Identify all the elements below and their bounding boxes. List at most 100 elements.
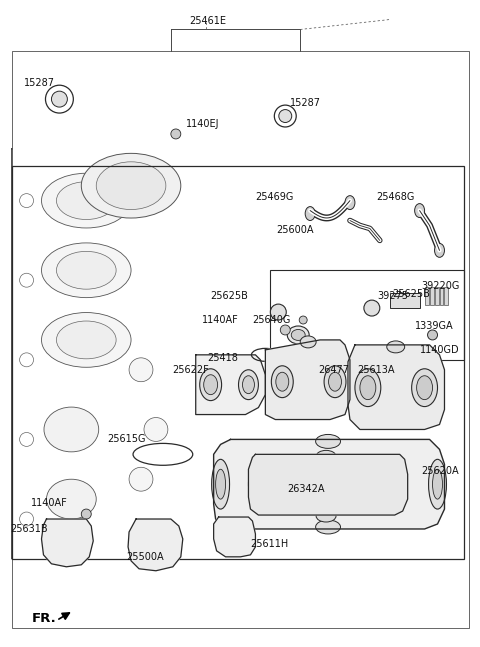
Ellipse shape xyxy=(81,153,181,218)
Ellipse shape xyxy=(44,407,99,452)
Circle shape xyxy=(270,304,286,320)
Ellipse shape xyxy=(434,243,444,258)
Text: 1140AF: 1140AF xyxy=(202,315,239,325)
Text: 25469G: 25469G xyxy=(255,192,293,202)
Circle shape xyxy=(275,105,296,127)
Ellipse shape xyxy=(200,369,222,400)
Ellipse shape xyxy=(143,530,165,558)
Circle shape xyxy=(20,432,34,446)
Text: 25620A: 25620A xyxy=(421,466,459,476)
Ellipse shape xyxy=(345,195,355,210)
Ellipse shape xyxy=(57,182,116,219)
Ellipse shape xyxy=(291,329,305,340)
Ellipse shape xyxy=(415,204,425,217)
Circle shape xyxy=(51,91,67,107)
Ellipse shape xyxy=(355,369,381,406)
Ellipse shape xyxy=(242,376,254,393)
Circle shape xyxy=(299,316,307,324)
Ellipse shape xyxy=(385,465,405,503)
Polygon shape xyxy=(41,519,93,567)
Text: 39220G: 39220G xyxy=(421,281,460,291)
Ellipse shape xyxy=(389,473,401,495)
Bar xyxy=(430,287,433,305)
Circle shape xyxy=(20,512,34,526)
Text: 39275: 39275 xyxy=(377,291,408,301)
Circle shape xyxy=(171,129,181,139)
Bar xyxy=(12,51,469,628)
Text: 25613A: 25613A xyxy=(357,365,395,375)
Ellipse shape xyxy=(324,366,346,398)
Ellipse shape xyxy=(329,372,341,391)
Text: FR.: FR. xyxy=(32,612,56,625)
Text: 1140GD: 1140GD xyxy=(420,345,459,355)
Ellipse shape xyxy=(412,369,437,406)
Bar xyxy=(270,270,464,360)
Circle shape xyxy=(280,325,290,335)
Text: 25625B: 25625B xyxy=(211,291,249,301)
Text: 25615G: 25615G xyxy=(108,434,146,444)
Circle shape xyxy=(428,330,437,340)
Polygon shape xyxy=(128,519,183,571)
Ellipse shape xyxy=(316,450,336,463)
Text: 25468G: 25468G xyxy=(376,192,415,202)
Ellipse shape xyxy=(239,370,258,400)
Ellipse shape xyxy=(147,536,160,553)
Ellipse shape xyxy=(96,162,166,210)
Polygon shape xyxy=(196,355,265,415)
Circle shape xyxy=(81,509,91,519)
Bar xyxy=(12,166,464,559)
Ellipse shape xyxy=(316,520,340,534)
Text: 1140AF: 1140AF xyxy=(31,498,67,508)
Ellipse shape xyxy=(429,459,446,509)
Circle shape xyxy=(279,109,292,122)
Polygon shape xyxy=(249,454,408,515)
Polygon shape xyxy=(214,517,255,557)
Text: 25418: 25418 xyxy=(208,353,239,363)
Circle shape xyxy=(129,467,153,491)
Polygon shape xyxy=(265,340,350,419)
Bar xyxy=(440,287,444,305)
Ellipse shape xyxy=(276,372,289,391)
Text: 15287: 15287 xyxy=(290,98,321,108)
Text: 25622F: 25622F xyxy=(172,365,209,375)
Ellipse shape xyxy=(61,534,74,550)
Ellipse shape xyxy=(432,469,443,499)
Ellipse shape xyxy=(41,173,131,228)
Ellipse shape xyxy=(271,366,293,398)
Circle shape xyxy=(46,85,73,113)
Text: 25500A: 25500A xyxy=(126,552,164,562)
Bar xyxy=(390,293,420,308)
Polygon shape xyxy=(348,345,444,430)
Bar xyxy=(434,287,439,305)
Bar xyxy=(425,287,429,305)
Ellipse shape xyxy=(216,469,226,499)
Ellipse shape xyxy=(47,479,96,519)
Circle shape xyxy=(20,273,34,287)
Ellipse shape xyxy=(204,375,217,395)
Text: 25611H: 25611H xyxy=(251,539,288,549)
Text: 26477: 26477 xyxy=(318,365,349,375)
Ellipse shape xyxy=(316,510,336,522)
Ellipse shape xyxy=(212,459,229,509)
Ellipse shape xyxy=(305,206,315,221)
Ellipse shape xyxy=(417,376,432,400)
Text: 25461E: 25461E xyxy=(189,16,226,25)
Ellipse shape xyxy=(387,341,405,353)
Text: 1140EJ: 1140EJ xyxy=(186,119,219,129)
Ellipse shape xyxy=(57,252,116,289)
Ellipse shape xyxy=(360,376,376,400)
Polygon shape xyxy=(214,439,444,529)
Circle shape xyxy=(20,193,34,208)
Ellipse shape xyxy=(249,465,268,503)
Circle shape xyxy=(20,353,34,367)
Ellipse shape xyxy=(300,336,316,348)
Circle shape xyxy=(129,358,153,382)
Bar xyxy=(444,287,448,305)
Ellipse shape xyxy=(252,473,264,495)
Circle shape xyxy=(364,300,380,316)
Circle shape xyxy=(432,357,442,367)
Ellipse shape xyxy=(57,321,116,359)
Ellipse shape xyxy=(41,313,131,367)
Text: 25625B: 25625B xyxy=(393,289,431,299)
Text: 26342A: 26342A xyxy=(288,484,325,494)
